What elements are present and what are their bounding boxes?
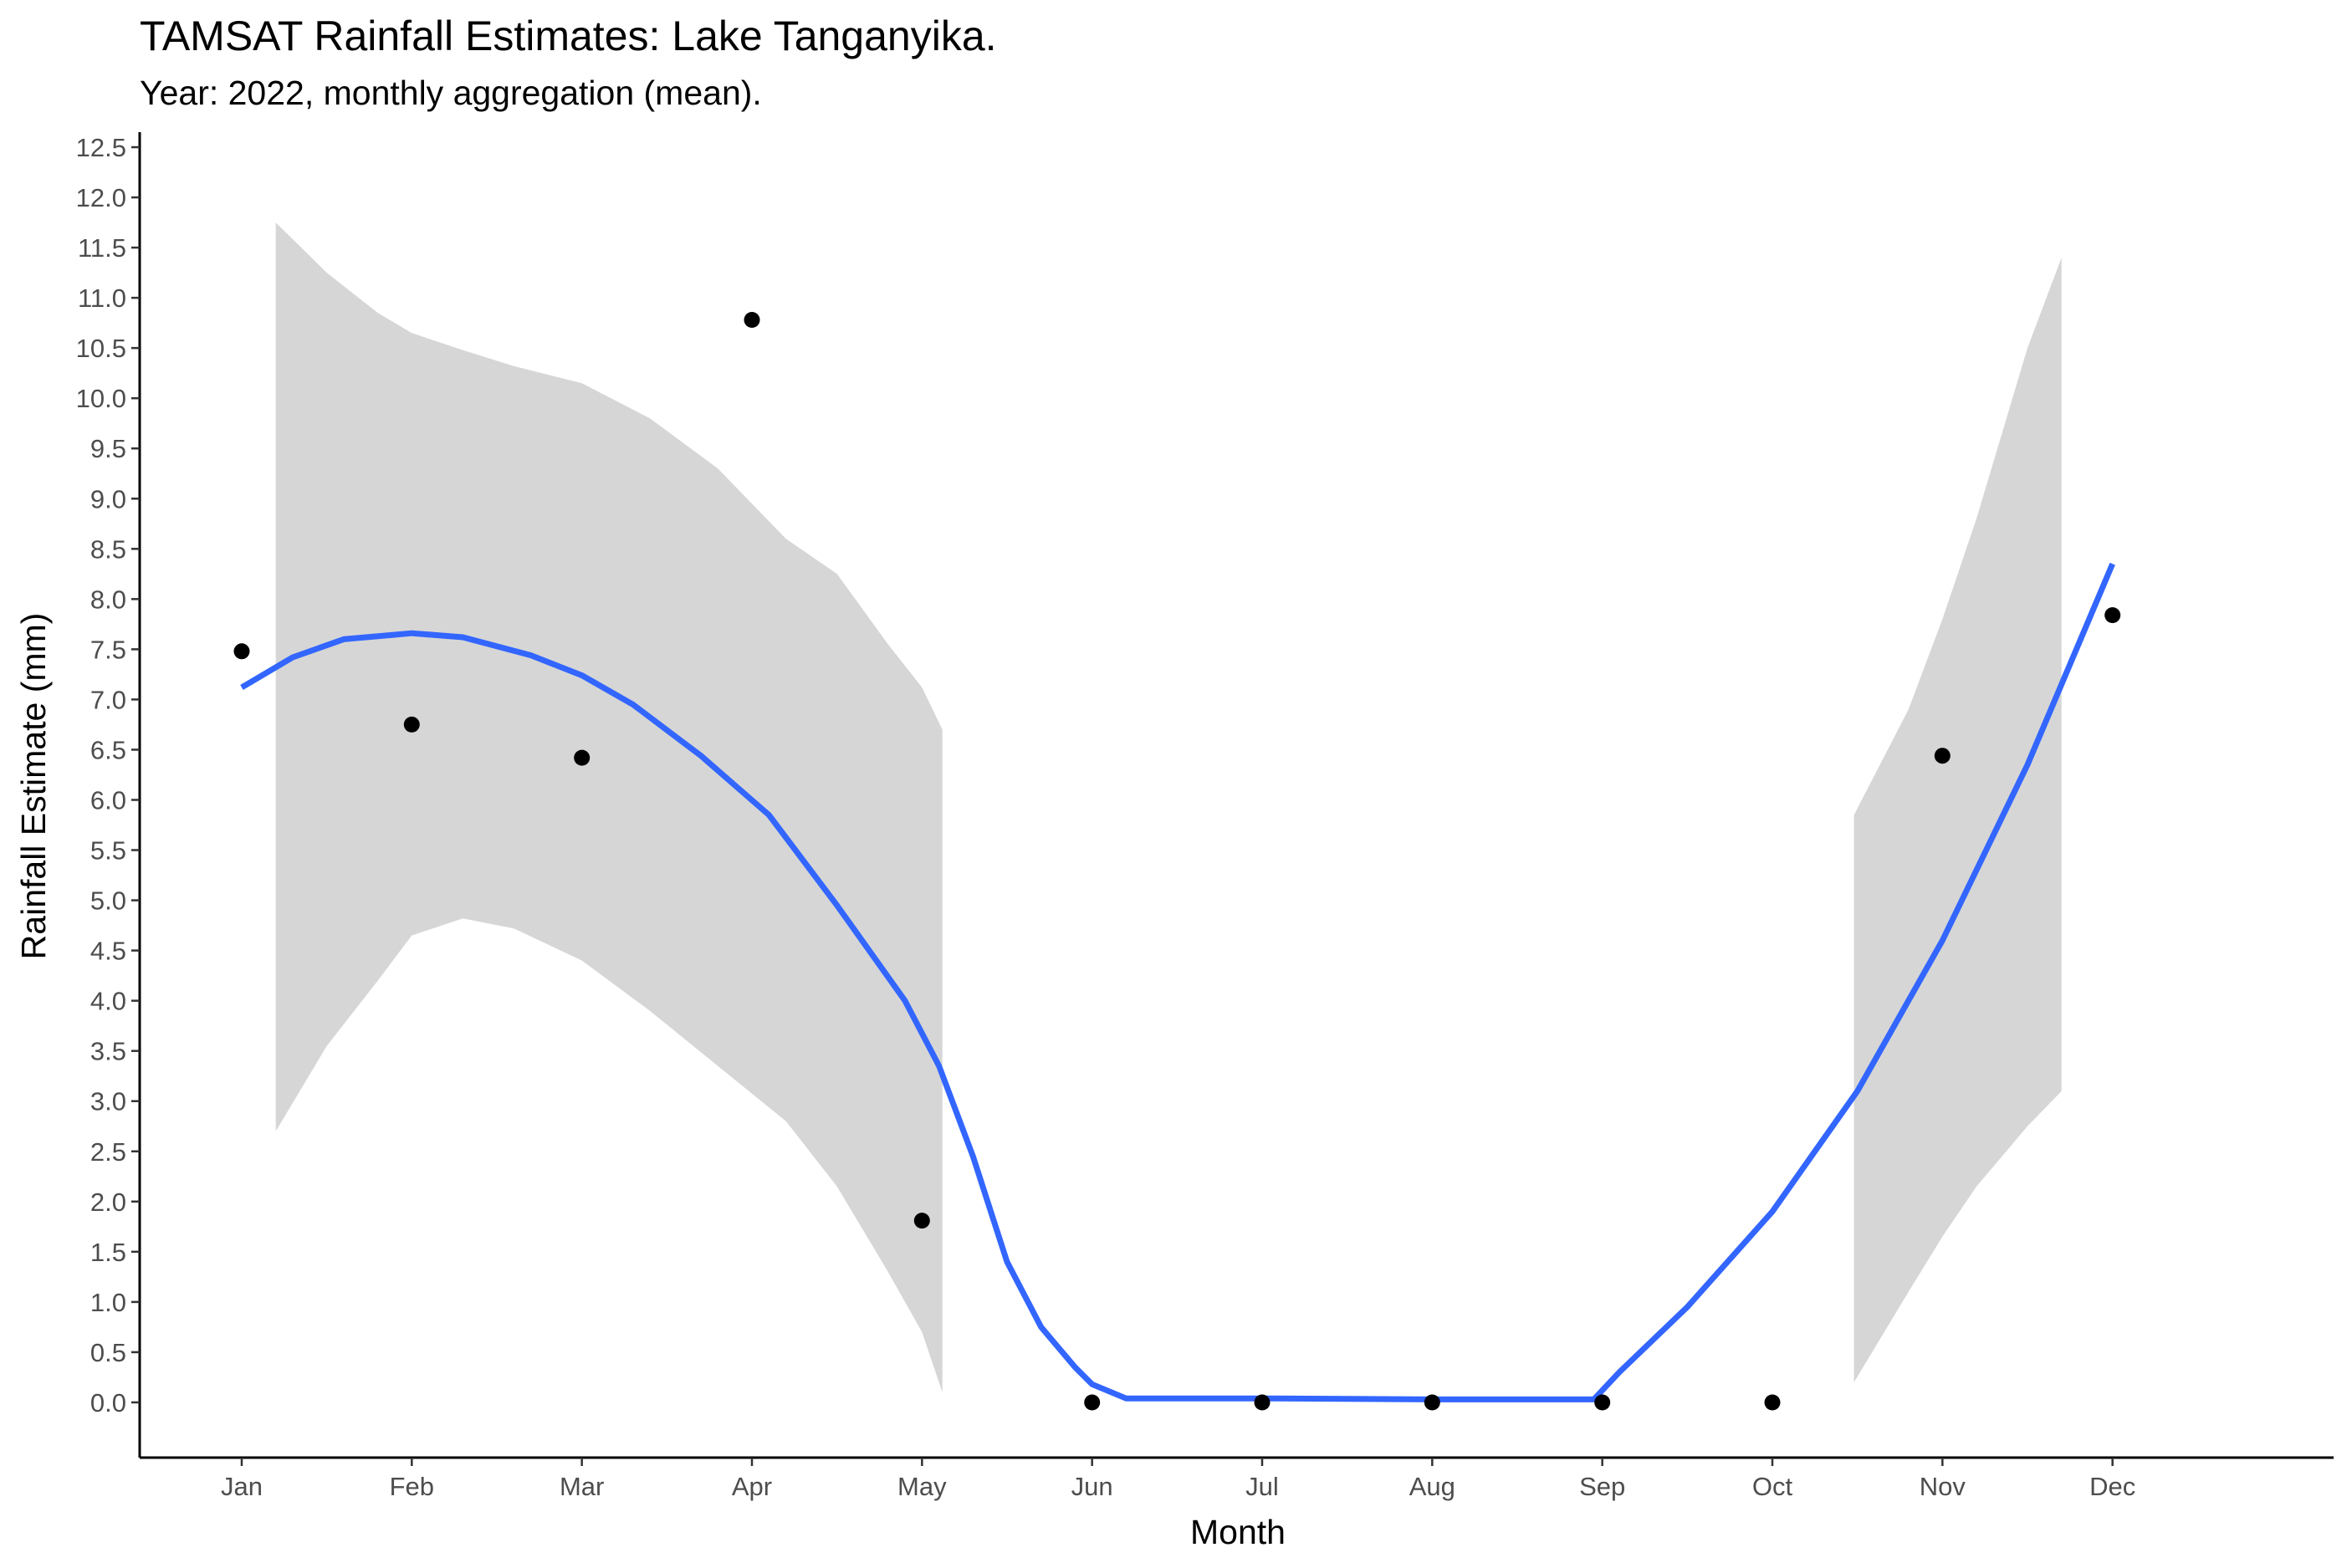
data-point-feb: [403, 716, 420, 733]
data-point-may: [913, 1213, 930, 1229]
y-tick-label: 4.5: [90, 937, 126, 966]
y-tick-label: 1.0: [90, 1288, 126, 1317]
y-tick-label: 7.5: [90, 635, 126, 664]
y-tick-label: 10.5: [76, 334, 126, 363]
y-tick-label: 11.5: [78, 233, 126, 263]
y-tick-label: 9.0: [90, 484, 126, 513]
y-tick-label: 7.0: [90, 685, 126, 714]
y-tick-label: 2.5: [90, 1137, 126, 1167]
y-tick-label: 1.5: [90, 1238, 126, 1267]
y-tick-label: 10.0: [76, 384, 126, 413]
y-tick-label: 0.0: [90, 1388, 126, 1417]
x-tick-label: Jun: [1071, 1472, 1113, 1501]
data-point-jun: [1084, 1394, 1101, 1411]
y-tick-label: 8.0: [90, 585, 126, 614]
y-tick-label: 0.5: [90, 1338, 126, 1367]
y-tick-label: 2.0: [90, 1187, 126, 1217]
y-tick-label: 5.0: [90, 886, 126, 916]
data-point-mar: [574, 749, 591, 766]
y-tick-label: 3.5: [90, 1037, 126, 1066]
data-point-oct: [1764, 1394, 1781, 1411]
data-point-jul: [1254, 1394, 1271, 1411]
data-point-dec: [2104, 607, 2121, 624]
data-point-nov: [1934, 748, 1951, 764]
y-tick-label: 8.5: [90, 534, 126, 564]
x-tick-label: Feb: [390, 1472, 434, 1501]
axes: 0.0 0.5 1.0 1.5 2.0 2.5 3.0 3.5 4.0 4.5 5.0 5.5 6.0 6…: [76, 132, 2334, 1501]
y-tick-label: 6.0: [90, 786, 126, 815]
confidence-bands: [275, 222, 2062, 1393]
data-points: [233, 312, 2121, 1411]
chart-subtitle: Year: 2022, monthly aggregation (mean).: [140, 74, 762, 112]
y-tick-label: 4.0: [90, 987, 126, 1016]
data-point-sep: [1594, 1394, 1611, 1411]
x-tick-label: Jan: [221, 1472, 263, 1501]
x-tick-label: Oct: [1752, 1472, 1793, 1501]
y-axis-label: Rainfall Estimate (mm): [14, 613, 53, 960]
y-tick-label: 11.0: [78, 283, 126, 313]
x-tick-label: Aug: [1409, 1472, 1455, 1501]
x-tick-label: Nov: [1920, 1472, 1966, 1501]
x-tick-label: Apr: [732, 1472, 772, 1501]
data-point-apr: [744, 312, 760, 328]
confidence-band-1: [275, 222, 943, 1393]
confidence-band-2: [1853, 258, 2062, 1382]
smooth-line-layer: [240, 562, 2115, 1402]
y-tick-label: 6.5: [90, 735, 126, 764]
x-tick-label: Sep: [1579, 1472, 1625, 1501]
y-tick-label: 12.5: [76, 133, 126, 162]
chart-title: TAMSAT Rainfall Estimates: Lake Tanganyi…: [140, 13, 997, 59]
x-tick-label: Dec: [2089, 1472, 2135, 1501]
y-tick-label: 9.5: [90, 434, 126, 463]
x-tick-label: Mar: [560, 1472, 604, 1501]
x-tick-label: Jul: [1245, 1472, 1279, 1501]
smooth-trend-line: [240, 562, 2115, 1402]
x-tick-label: May: [897, 1472, 947, 1501]
y-tick-label: 12.0: [76, 183, 126, 212]
data-point-aug: [1424, 1394, 1440, 1411]
y-tick-label: 3.0: [90, 1087, 126, 1116]
y-tick-label: 5.5: [90, 836, 126, 866]
x-axis-label: Month: [1190, 1513, 1286, 1551]
data-point-jan: [233, 643, 250, 660]
